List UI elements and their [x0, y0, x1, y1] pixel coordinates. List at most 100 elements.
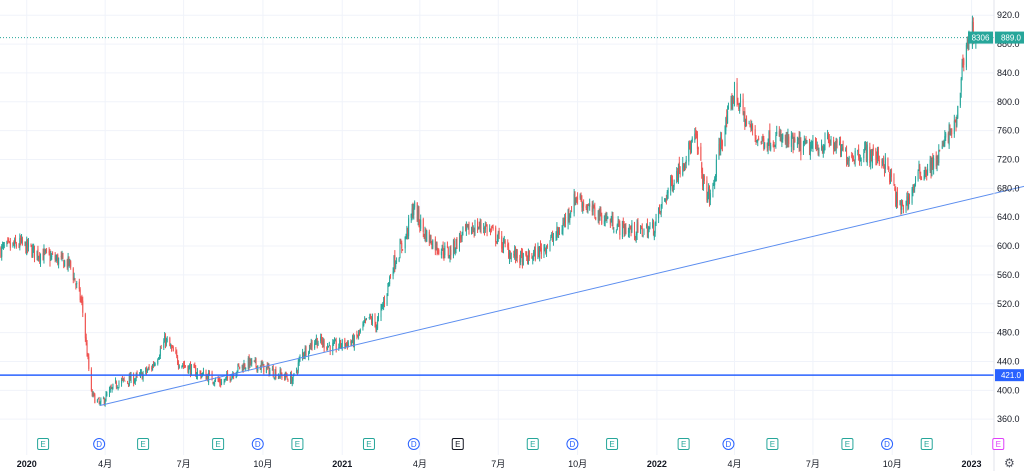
candle-body	[431, 243, 433, 249]
candle-body	[621, 220, 623, 237]
candle-body	[597, 210, 599, 222]
candle-body	[772, 143, 774, 147]
candle-body	[21, 238, 23, 244]
candle-body	[236, 371, 238, 373]
candle-body	[26, 239, 28, 255]
candle-body	[895, 188, 897, 206]
candle-body	[436, 243, 438, 252]
time-tick-label: 7月	[177, 459, 191, 469]
candle-body	[33, 245, 35, 258]
candle-body	[821, 146, 823, 152]
candle-body	[51, 255, 53, 258]
price-axis[interactable]: 920.0 880.0 840.0 800.0 760.0 720.0 680.0 640.0…	[997, 10, 1020, 424]
candle-body	[80, 299, 82, 301]
candle-body	[951, 128, 953, 135]
candle-body	[694, 133, 696, 141]
candle-body	[61, 254, 63, 259]
candle-body	[465, 224, 467, 231]
event-marker-letter: E	[681, 440, 686, 449]
candle-body	[520, 251, 522, 262]
candle-body	[441, 244, 443, 251]
candle-body	[924, 167, 926, 178]
candle-body	[250, 359, 252, 365]
candle-body	[195, 367, 197, 377]
price-tick-label: 480.0	[997, 328, 1020, 338]
event-marker-letter: E	[40, 440, 45, 449]
event-marker-letter: E	[530, 440, 535, 449]
candle-body	[888, 167, 890, 173]
candle-body	[63, 260, 65, 269]
candle-body	[91, 391, 93, 397]
candle-body	[146, 368, 148, 372]
candle-body	[130, 374, 132, 382]
candle-body	[629, 227, 631, 229]
candle-body	[857, 149, 859, 152]
candle-body	[0, 247, 2, 257]
candle-body	[64, 260, 66, 267]
candle-body	[865, 147, 867, 149]
symbol-badge	[968, 31, 993, 44]
candle-body	[241, 364, 243, 369]
candle-body	[627, 230, 629, 233]
candle-body	[99, 402, 101, 404]
candle-body	[213, 382, 215, 384]
candle-body	[76, 282, 78, 285]
candle-body	[414, 202, 416, 208]
candle-body	[398, 258, 400, 261]
settings-gear-icon[interactable]: ⚙	[1004, 456, 1015, 470]
candle-body	[226, 374, 228, 379]
candle-body	[658, 207, 660, 211]
candle-body	[570, 211, 572, 215]
time-axis[interactable]: 20204月7月10月20214月7月10月20224月7月10月20234月	[17, 459, 1024, 469]
candle-body	[377, 319, 379, 329]
candle-body	[368, 317, 370, 319]
earnings-marker-box	[841, 438, 854, 450]
candle-body	[840, 141, 842, 155]
candle-body	[616, 224, 618, 230]
candle-body	[243, 363, 245, 371]
candle-body	[207, 375, 209, 382]
candle-body	[62, 252, 64, 259]
candle-body	[579, 195, 581, 198]
candle-body	[352, 336, 354, 343]
earnings-marker: E	[526, 438, 539, 450]
candle-body	[606, 217, 608, 219]
candle-body	[858, 156, 860, 163]
candle-body	[664, 198, 666, 201]
candle-body	[788, 136, 790, 145]
price-badges: 421.0 8306 889.0	[968, 31, 1024, 382]
candle-body	[340, 346, 342, 348]
candle-body	[100, 399, 102, 403]
candle-body	[509, 254, 511, 260]
candle-body	[731, 97, 733, 109]
candle-body	[811, 146, 813, 148]
candle-body	[417, 210, 419, 221]
time-tick-label: 7月	[806, 459, 820, 469]
candle-body	[677, 172, 679, 180]
candle-body	[915, 177, 917, 184]
candle-body	[587, 206, 589, 209]
candle-body	[953, 120, 955, 135]
candle-body	[136, 373, 138, 375]
candle-body	[514, 250, 516, 257]
candle-body	[894, 187, 896, 191]
earnings-marker: E	[992, 438, 1005, 450]
candle-body	[941, 145, 943, 149]
candle-body	[199, 370, 201, 373]
candle-body	[314, 343, 316, 349]
dividend-marker: D	[407, 438, 420, 450]
candle-body	[673, 182, 675, 187]
candle-body	[353, 335, 355, 348]
candle-body	[400, 242, 402, 245]
candle-body	[450, 250, 452, 256]
candle-body	[444, 245, 446, 256]
earnings-marker: E	[291, 438, 304, 450]
candle-body	[247, 358, 249, 369]
candle-body	[961, 62, 963, 79]
candle-body	[181, 365, 183, 368]
candle-body	[442, 246, 444, 255]
candle-body	[359, 329, 361, 332]
candle-body	[418, 209, 420, 223]
candle-body	[636, 224, 638, 235]
